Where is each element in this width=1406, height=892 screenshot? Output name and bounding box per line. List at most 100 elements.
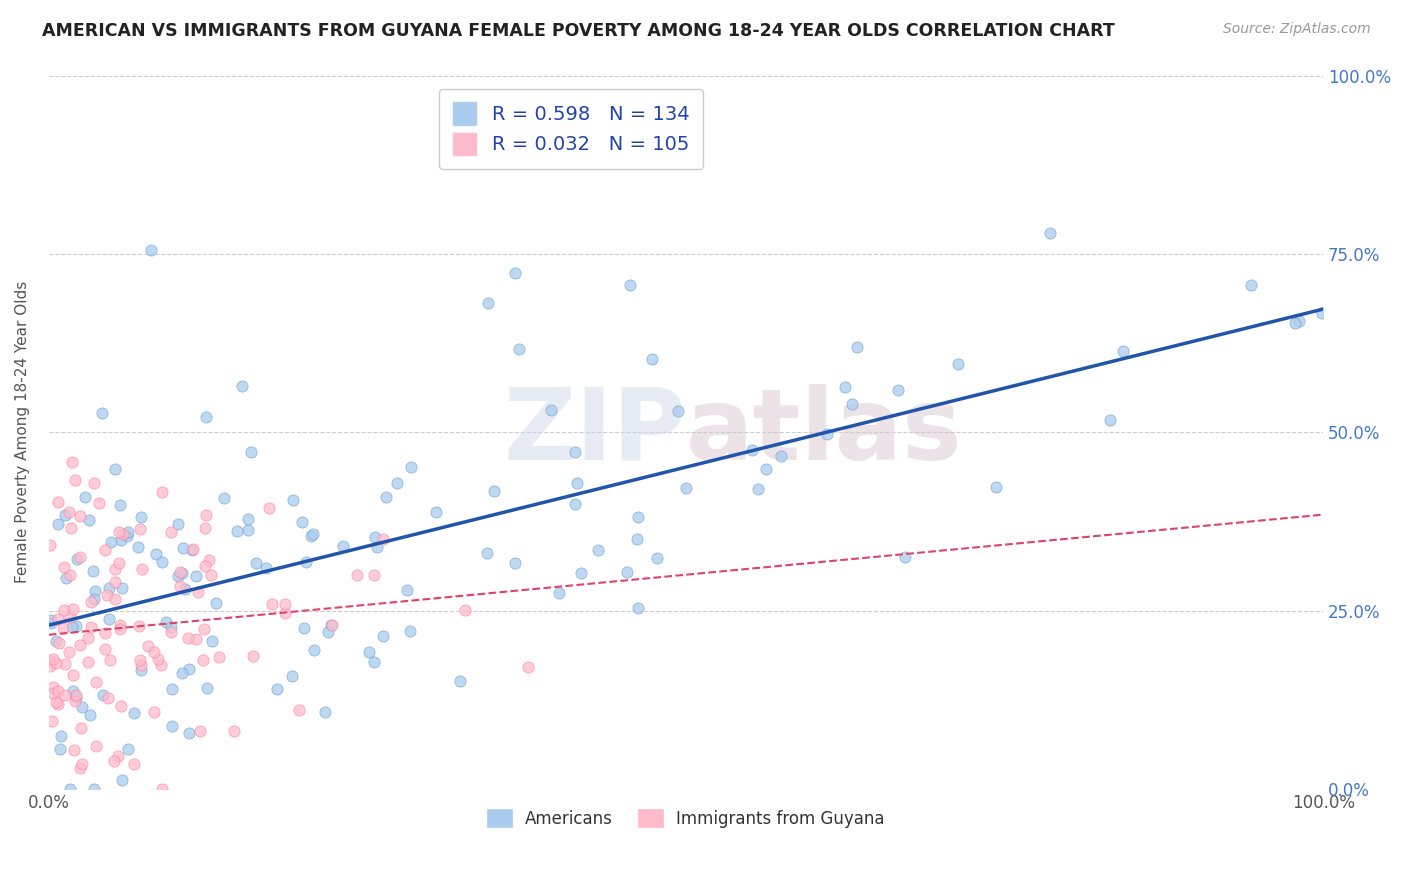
- Point: [194, 521, 217, 535]
- Point: [39, 659, 62, 673]
- Point: [195, 409, 218, 424]
- Point: [41, 714, 63, 728]
- Point: [454, 603, 477, 617]
- Point: [60, 454, 83, 468]
- Point: [755, 462, 778, 476]
- Point: [53, 603, 76, 617]
- Point: [62, 602, 84, 616]
- Point: [363, 530, 385, 544]
- Point: [39, 614, 62, 628]
- Point: [508, 342, 530, 356]
- Point: [145, 547, 167, 561]
- Point: [94, 626, 117, 640]
- Point: [1112, 343, 1135, 358]
- Point: [98, 581, 121, 595]
- Point: [236, 512, 259, 526]
- Point: [169, 566, 191, 580]
- Point: [110, 533, 132, 548]
- Point: [70, 722, 93, 736]
- Point: [363, 568, 385, 582]
- Point: [69, 549, 91, 564]
- Point: [184, 568, 207, 582]
- Point: [200, 568, 222, 582]
- Point: [69, 761, 91, 775]
- Point: [169, 578, 191, 592]
- Point: [136, 639, 159, 653]
- Point: [122, 756, 145, 771]
- Point: [179, 662, 201, 676]
- Point: [257, 500, 280, 515]
- Legend: Americans, Immigrants from Guyana: Americans, Immigrants from Guyana: [481, 803, 891, 834]
- Point: [129, 657, 152, 672]
- Point: [181, 543, 204, 558]
- Point: [60, 521, 83, 535]
- Point: [160, 524, 183, 539]
- Point: [79, 707, 101, 722]
- Point: [273, 606, 295, 620]
- Point: [845, 340, 868, 354]
- Point: [316, 625, 339, 640]
- Point: [53, 689, 76, 703]
- Point: [115, 529, 138, 543]
- Point: [295, 555, 318, 569]
- Point: [107, 748, 129, 763]
- Point: [641, 351, 664, 366]
- Point: [39, 616, 62, 631]
- Point: [668, 404, 690, 418]
- Point: [91, 688, 114, 702]
- Point: [302, 642, 325, 657]
- Point: [59, 609, 82, 624]
- Point: [769, 449, 792, 463]
- Point: [984, 480, 1007, 494]
- Point: [398, 624, 420, 639]
- Point: [254, 561, 277, 575]
- Point: [117, 524, 139, 539]
- Point: [172, 541, 194, 556]
- Point: [299, 528, 322, 542]
- Point: [245, 556, 267, 570]
- Point: [187, 585, 209, 599]
- Point: [53, 508, 76, 523]
- Point: [357, 645, 380, 659]
- Point: [39, 654, 62, 668]
- Point: [167, 517, 190, 532]
- Point: [194, 508, 217, 522]
- Point: [104, 562, 127, 576]
- Point: [1284, 316, 1306, 330]
- Point: [42, 652, 65, 666]
- Point: [52, 621, 75, 635]
- Point: [586, 543, 609, 558]
- Point: [198, 553, 221, 567]
- Point: [894, 549, 917, 564]
- Point: [80, 595, 103, 609]
- Point: [51, 729, 73, 743]
- Point: [46, 495, 69, 509]
- Point: [177, 725, 200, 739]
- Point: [208, 650, 231, 665]
- Point: [150, 658, 173, 673]
- Point: [60, 619, 83, 633]
- Point: [205, 596, 228, 610]
- Point: [314, 705, 336, 719]
- Point: [226, 524, 249, 539]
- Point: [449, 674, 471, 689]
- Point: [152, 484, 174, 499]
- Point: [65, 690, 87, 705]
- Point: [131, 510, 153, 524]
- Point: [104, 575, 127, 590]
- Point: [131, 562, 153, 576]
- Point: [292, 622, 315, 636]
- Point: [41, 686, 63, 700]
- Point: [103, 754, 125, 768]
- Point: [100, 534, 122, 549]
- Point: [626, 532, 648, 546]
- Point: [45, 695, 67, 709]
- Point: [91, 406, 114, 420]
- Point: [675, 481, 697, 495]
- Point: [59, 567, 82, 582]
- Text: AMERICAN VS IMMIGRANTS FROM GUYANA FEMALE POVERTY AMONG 18-24 YEAR OLDS CORRELAT: AMERICAN VS IMMIGRANTS FROM GUYANA FEMAL…: [42, 22, 1115, 40]
- Point: [112, 526, 135, 541]
- Point: [63, 473, 86, 487]
- Point: [104, 591, 127, 606]
- Point: [69, 638, 91, 652]
